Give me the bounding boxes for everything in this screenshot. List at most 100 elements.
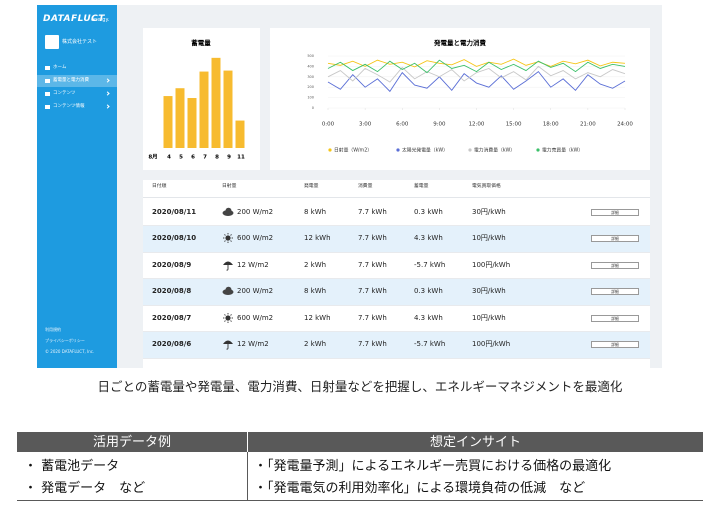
value-cell: 100円/kWh <box>472 260 511 269</box>
value-cell: -5.7 kWh <box>414 340 446 348</box>
series-line <box>327 59 626 74</box>
company-name: 株式会社テスト <box>62 39 98 45</box>
y-tick-label: 300 <box>307 75 314 79</box>
menu-item[interactable]: コンテンツ <box>53 90 76 96</box>
value-cell: 7.7 kWh <box>358 287 387 295</box>
weather-icon <box>222 286 234 295</box>
row-divider <box>143 251 650 252</box>
value-cell: 4.3 kWh <box>414 313 443 322</box>
x-tick-label: 4 <box>167 155 171 161</box>
bar <box>211 57 221 149</box>
detail-button[interactable]: 詳細 <box>591 288 639 295</box>
insight-cell: ・「発電電気の利用効率化」による環境負荷の低減 など <box>254 481 586 496</box>
line-card <box>270 28 650 170</box>
x-tick-label: 0:00 <box>322 122 335 128</box>
date-cell: 2020/08/8 <box>152 287 192 295</box>
menu-item[interactable]: コンテンツ情報 <box>53 103 85 109</box>
bar <box>223 70 233 148</box>
detail-button[interactable]: 詳細 <box>591 314 639 322</box>
footer-link: © 2020 DATAFLUCT, Inc. <box>45 349 95 354</box>
bar <box>187 98 197 148</box>
row-bg <box>143 225 650 252</box>
x-axis-label: 8月 <box>148 153 157 161</box>
header-col-divider <box>247 432 248 452</box>
x-tick-label: 7 <box>203 155 207 161</box>
row-divider <box>143 331 650 332</box>
column-header: 発電量 <box>304 184 319 189</box>
value-cell: 12 kWh <box>304 234 331 242</box>
column-header: 蓄電量 <box>414 184 429 189</box>
value-cell: 12 W/m2 <box>237 260 269 269</box>
menu-active-bg <box>37 75 117 87</box>
header-divider <box>143 197 650 198</box>
y-tick-label: 500 <box>307 54 314 58</box>
row-bg <box>143 278 650 305</box>
x-tick-label: 6:00 <box>396 122 409 128</box>
date-cell: 2020/08/7 <box>152 313 192 322</box>
value-cell: 7.7 kWh <box>358 340 387 348</box>
x-tick-label: 18:00 <box>543 122 559 128</box>
value-cell: 7.7 kWh <box>358 234 387 242</box>
cloud-part <box>225 286 232 293</box>
legend-marker <box>328 148 332 152</box>
menu-icon <box>45 66 50 70</box>
sun-ray <box>224 240 226 242</box>
menu-item[interactable]: 蓄電量と電力消費 <box>53 77 89 83</box>
value-cell: 2 kWh <box>304 260 327 269</box>
weather-icon <box>223 312 233 323</box>
table-bottom <box>17 500 703 501</box>
y-tick-label: 400 <box>307 64 314 68</box>
row-bg <box>143 331 650 358</box>
value-cell: 600 W/m2 <box>237 234 274 242</box>
y-tick-label: 200 <box>307 85 314 89</box>
series-line <box>327 65 626 83</box>
value-cell: 100円/kWh <box>472 340 511 348</box>
detail-button[interactable]: 詳細 <box>591 208 639 216</box>
x-tick-label: 15:00 <box>506 122 522 128</box>
insight-cell: ・「発電量予測」によるエネルギー売買における価格の最適化 <box>254 459 612 474</box>
sun-core <box>225 314 231 321</box>
bar <box>235 120 245 148</box>
value-cell: 2 kWh <box>304 340 327 348</box>
value-cell: 0.3 kWh <box>414 207 443 216</box>
date-cell: 2020/08/11 <box>152 207 197 216</box>
sun-ray <box>224 319 226 322</box>
detail-button[interactable]: 詳細 <box>591 341 639 348</box>
company-icon <box>45 35 59 49</box>
footer-link: プライバシーポリシー <box>45 338 85 343</box>
value-cell: 8 kWh <box>304 287 327 295</box>
row-divider <box>143 225 650 226</box>
value-cell: -5.7 kWh <box>414 260 446 269</box>
value-cell: 600 W/m2 <box>237 313 274 322</box>
umbrella-handle <box>226 264 229 271</box>
menu-icon <box>45 105 50 109</box>
row-divider <box>143 304 650 305</box>
sun-ray <box>230 319 232 322</box>
menu-icon <box>45 92 50 96</box>
legend-marker <box>396 148 400 152</box>
column-header: 電気買取価格 <box>472 184 501 189</box>
menu-item[interactable]: ホーム <box>53 64 67 70</box>
detail-button[interactable]: 詳細 <box>591 261 639 269</box>
legend-label: 電力売買量（kW） <box>542 147 583 154</box>
umbrella <box>223 340 233 344</box>
sun-ray <box>230 234 232 236</box>
date-cell: 2020/08/9 <box>152 260 192 269</box>
value-cell: 0.3 kWh <box>414 287 443 295</box>
detail-button[interactable]: 詳細 <box>591 235 639 242</box>
column-header: 日付順 <box>152 184 167 189</box>
x-tick-label: 9:00 <box>433 122 446 128</box>
insight-header: 想定インサイト <box>429 434 521 450</box>
value-cell: 12 W/m2 <box>237 340 269 348</box>
value-cell: 30円/kWh <box>472 207 506 216</box>
bar <box>175 88 185 148</box>
value-cell: 10円/kWh <box>472 234 506 242</box>
legend-label: 電力消費量（kW） <box>474 147 515 154</box>
insight-header: 活用データ例 <box>92 434 171 450</box>
weather-icon <box>223 340 233 350</box>
x-tick-label: 8 <box>215 155 219 161</box>
sun-ray <box>224 234 226 236</box>
column-header: 日射量 <box>222 184 237 189</box>
footer-link: 利用規約 <box>45 327 61 332</box>
